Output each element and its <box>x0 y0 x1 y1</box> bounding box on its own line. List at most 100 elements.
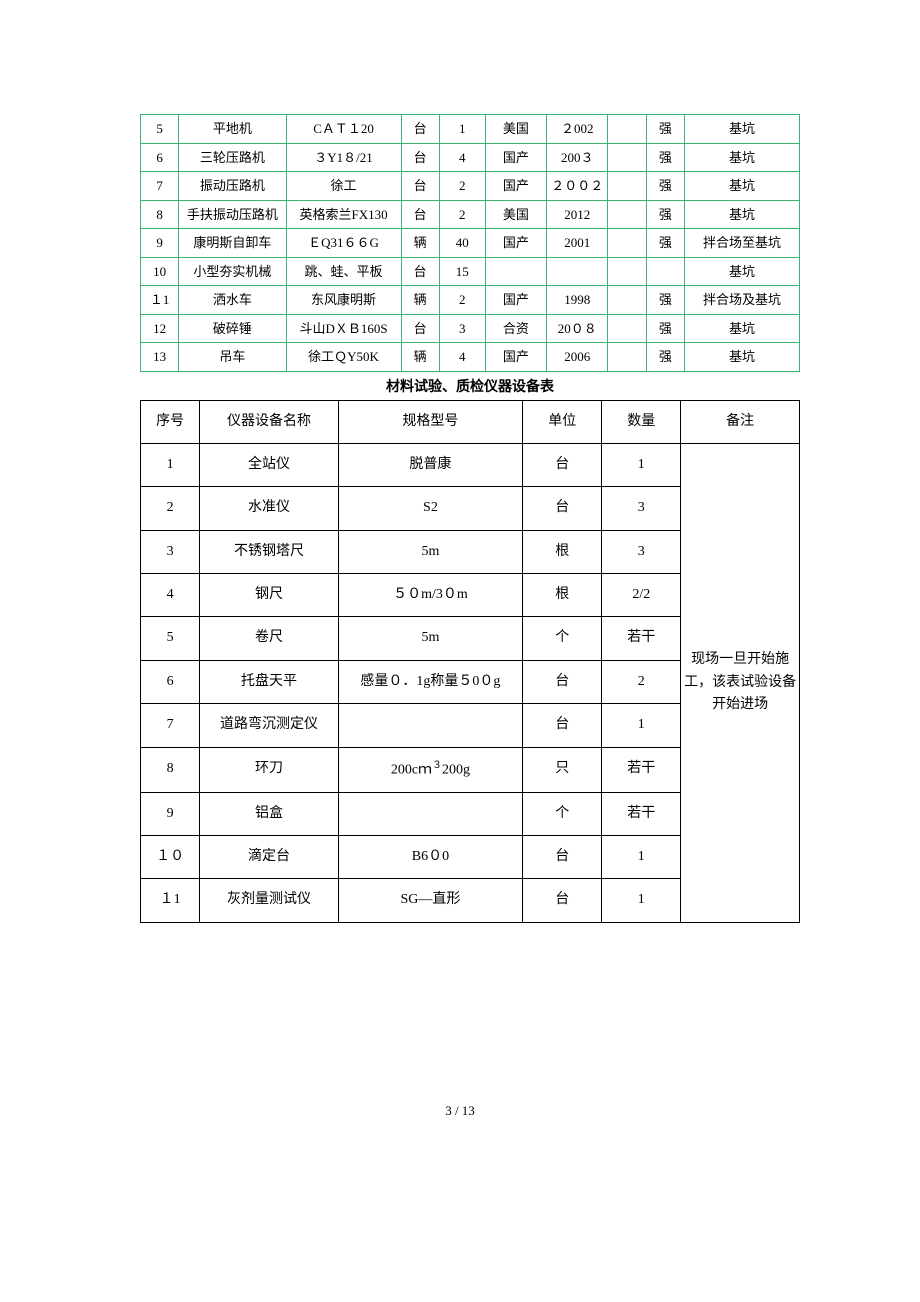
cell-name: 平地机 <box>179 115 286 144</box>
page-content: 5平地机CＡＴ１20台1美国２002强基坑6三轮压路机３Y1８/21台4国产20… <box>0 0 920 983</box>
cell-year: 1998 <box>547 286 608 315</box>
cell-model: 感量０．1g称量５0０g <box>338 660 523 703</box>
cell-name: 环刀 <box>200 747 338 792</box>
cell-model: ＥQ31６６G <box>286 229 401 258</box>
cell-name: 振动压路机 <box>179 172 286 201</box>
cell-year: ２００２ <box>547 172 608 201</box>
cell-year: 2001 <box>547 229 608 258</box>
cell-qty: 4 <box>439 343 485 372</box>
table-header: 单位 <box>523 400 602 443</box>
cell-unit: 台 <box>523 704 602 747</box>
cell-origin: 国产 <box>485 286 546 315</box>
cell-model <box>338 792 523 835</box>
cell-model: 脱普康 <box>338 443 523 486</box>
cell-qty: 3 <box>602 487 681 530</box>
cell-c9: 强 <box>646 172 684 201</box>
cell-qty: 2/2 <box>602 574 681 617</box>
cell-loc: 基坑 <box>684 115 799 144</box>
cell-name: 全站仪 <box>200 443 338 486</box>
cell-unit: 台 <box>401 314 439 343</box>
cell-unit: 个 <box>523 617 602 660</box>
cell-name: 破碎锤 <box>179 314 286 343</box>
cell-model: 5m <box>338 617 523 660</box>
remarks-cell: 现场一旦开始施工，该表试验设备开始进场 <box>681 443 800 922</box>
cell-c9: 强 <box>646 229 684 258</box>
cell-unit: 个 <box>523 792 602 835</box>
table-header: 数量 <box>602 400 681 443</box>
cell-name: 不锈钢塔尺 <box>200 530 338 573</box>
cell-model: ３Y1８/21 <box>286 143 401 172</box>
cell-qty: 3 <box>439 314 485 343</box>
cell-no: 9 <box>141 229 179 258</box>
cell-qty: 1 <box>602 443 681 486</box>
instrument-table: 序号仪器设备名称规格型号单位数量备注1全站仪脱普康台1现场一旦开始施工，该表试验… <box>140 400 800 923</box>
cell-c8 <box>608 115 646 144</box>
cell-unit: 台 <box>523 836 602 879</box>
cell-no: 9 <box>141 792 200 835</box>
cell-model: 徐工 <box>286 172 401 201</box>
cell-unit: 台 <box>523 879 602 922</box>
table-row: 8手扶振动压路机英格索兰FX130台2美国2012强基坑 <box>141 200 800 229</box>
cell-no: 7 <box>141 172 179 201</box>
table-row: 13吊车徐工ＱY50K辆4国产2006强基坑 <box>141 343 800 372</box>
cell-c9: 强 <box>646 286 684 315</box>
cell-origin <box>485 257 546 286</box>
cell-c8 <box>608 143 646 172</box>
cell-name: 手扶振动压路机 <box>179 200 286 229</box>
cell-qty: 1 <box>602 704 681 747</box>
page-number: 3 / 13 <box>0 1103 920 1119</box>
cell-name: 道路弯沉测定仪 <box>200 704 338 747</box>
cell-no: 6 <box>141 143 179 172</box>
cell-c8 <box>608 343 646 372</box>
cell-qty: 2 <box>439 286 485 315</box>
cell-model: 斗山DＸＢ160S <box>286 314 401 343</box>
cell-c8 <box>608 257 646 286</box>
cell-no: 3 <box>141 530 200 573</box>
cell-unit: 辆 <box>401 229 439 258</box>
cell-name: 滴定台 <box>200 836 338 879</box>
cell-name: 托盘天平 <box>200 660 338 703</box>
cell-c8 <box>608 200 646 229</box>
cell-origin: 合资 <box>485 314 546 343</box>
cell-unit: 台 <box>523 660 602 703</box>
table-header: 规格型号 <box>338 400 523 443</box>
cell-model: 200cｍ３200g <box>338 747 523 792</box>
table-header-row: 序号仪器设备名称规格型号单位数量备注 <box>141 400 800 443</box>
cell-model: SG—直形 <box>338 879 523 922</box>
cell-no: 5 <box>141 115 179 144</box>
cell-origin: 国产 <box>485 229 546 258</box>
cell-name: 三轮压路机 <box>179 143 286 172</box>
cell-name: 康明斯自卸车 <box>179 229 286 258</box>
cell-c9: 强 <box>646 314 684 343</box>
cell-year: ２002 <box>547 115 608 144</box>
cell-unit: 只 <box>523 747 602 792</box>
cell-qty: 若干 <box>602 617 681 660</box>
cell-loc: 拌合场及基坑 <box>684 286 799 315</box>
cell-name: 洒水车 <box>179 286 286 315</box>
cell-qty: 15 <box>439 257 485 286</box>
cell-unit: 台 <box>523 443 602 486</box>
cell-origin: 美国 <box>485 115 546 144</box>
cell-loc: 基坑 <box>684 343 799 372</box>
cell-unit: 台 <box>401 143 439 172</box>
cell-qty: 3 <box>602 530 681 573</box>
cell-loc: 基坑 <box>684 172 799 201</box>
cell-year: 2012 <box>547 200 608 229</box>
cell-no: 8 <box>141 747 200 792</box>
cell-loc: 基坑 <box>684 314 799 343</box>
cell-c9: 强 <box>646 343 684 372</box>
cell-c8 <box>608 229 646 258</box>
cell-unit: 台 <box>401 257 439 286</box>
table-header: 序号 <box>141 400 200 443</box>
cell-origin: 国产 <box>485 343 546 372</box>
cell-loc: 基坑 <box>684 257 799 286</box>
cell-year: 2006 <box>547 343 608 372</box>
cell-model: ５０m/3０m <box>338 574 523 617</box>
cell-qty: 若干 <box>602 747 681 792</box>
cell-unit: 辆 <box>401 343 439 372</box>
cell-qty: 1 <box>439 115 485 144</box>
table-row: 1全站仪脱普康台1现场一旦开始施工，该表试验设备开始进场 <box>141 443 800 486</box>
table-row: 10小型夯实机械跳、蛙、平板台15基坑 <box>141 257 800 286</box>
cell-no: １1 <box>141 879 200 922</box>
cell-loc: 基坑 <box>684 143 799 172</box>
